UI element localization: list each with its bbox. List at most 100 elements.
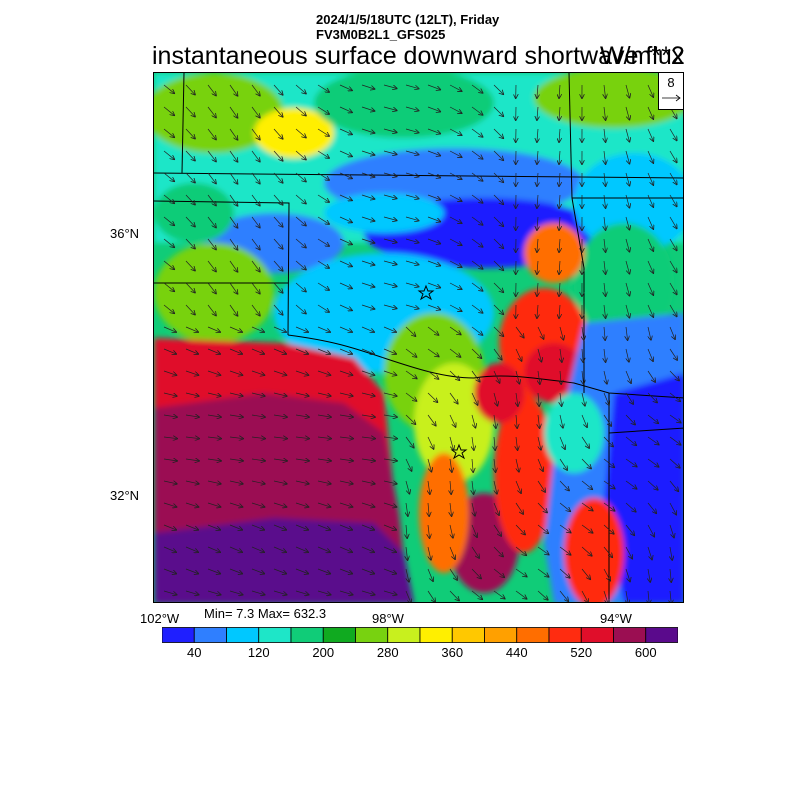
wind-arrow	[273, 415, 287, 417]
wind-arrow	[648, 590, 649, 602]
colorbar-tick-label: 520	[570, 645, 593, 660]
wind-arrow	[472, 480, 474, 494]
wind-arrow	[581, 590, 588, 602]
wind-arrow	[251, 481, 265, 484]
wind-arrow	[295, 172, 306, 182]
wind-arrow	[647, 282, 653, 295]
wind-arrow	[207, 546, 220, 552]
wind-arrow	[559, 326, 563, 340]
wind-arrow	[537, 326, 544, 339]
wind-vectors	[163, 84, 681, 602]
wind-arrow	[428, 480, 430, 494]
wind-arrow	[625, 106, 629, 120]
wind-arrow	[537, 172, 538, 186]
wind-arrow	[229, 415, 243, 417]
wind-arrow	[449, 348, 460, 357]
wind-arrow	[251, 172, 260, 183]
wind-arrow	[185, 106, 195, 116]
wind-arrow	[361, 392, 375, 396]
colorbar-swatch	[322, 627, 356, 643]
wind-arrow	[295, 282, 306, 292]
colorbar-swatch	[451, 627, 485, 643]
wind-arrow	[625, 128, 629, 142]
wind-arrow	[251, 84, 260, 95]
wind-arrow	[669, 304, 677, 316]
wind-arrow	[339, 370, 352, 375]
wind-arrow	[603, 590, 608, 602]
wind-arrow	[449, 150, 461, 157]
wind-arrow	[449, 84, 461, 91]
wind-arrow	[163, 481, 177, 484]
wind-arrow	[647, 128, 653, 141]
wind-arrow	[163, 326, 176, 332]
wind-arrow	[273, 437, 287, 439]
wind-arrow	[207, 260, 216, 271]
wind-arrow	[647, 436, 659, 444]
header-datetime: 2024/1/5/18UTC (12LT), Friday	[316, 12, 500, 27]
wind-arrow	[405, 348, 416, 357]
wind-arrow	[251, 437, 265, 439]
wind-arrow	[405, 590, 411, 602]
wind-arrow	[207, 304, 216, 315]
wind-arrow	[163, 282, 174, 291]
wind-arrow	[405, 480, 409, 494]
wind-arrow	[449, 194, 461, 201]
wind-arrow	[295, 459, 309, 461]
wind-arrow	[339, 459, 353, 461]
header-model-name: FV3M0B2L1_GFS025	[316, 27, 446, 42]
wind-arrow	[581, 568, 590, 579]
wind-arrow	[207, 84, 216, 95]
wind-arrow	[427, 304, 440, 310]
wind-arrow	[516, 414, 517, 428]
wind-arrow	[405, 106, 418, 111]
wind-arrow	[559, 568, 570, 578]
wind-arrow	[229, 282, 237, 294]
wind-arrow	[625, 568, 630, 581]
colorbar-swatch	[548, 627, 582, 643]
wind-arrow	[625, 172, 629, 186]
wind-arrow	[317, 194, 329, 202]
wind-arrow	[295, 524, 308, 530]
wind-arrow	[207, 415, 221, 417]
wind-arrow	[383, 415, 397, 417]
wind-arrow	[493, 216, 503, 226]
wind-arrow	[229, 392, 243, 396]
wind-arrow	[560, 414, 563, 428]
wind-arrow	[207, 194, 216, 205]
wind-arrow	[317, 238, 329, 246]
wind-arrow	[229, 194, 237, 206]
wind-arrow	[185, 502, 198, 507]
wind-arrow	[669, 150, 677, 162]
wind-arrow	[625, 260, 629, 274]
wind-arrow	[427, 568, 433, 581]
vector-reference-value: 8	[667, 75, 675, 90]
wind-arrow	[515, 502, 523, 514]
wind-arrow	[361, 194, 374, 199]
wind-arrow	[339, 415, 353, 417]
wind-arrow	[339, 84, 352, 90]
wind-arrow	[471, 524, 477, 537]
wind-arrow	[361, 326, 374, 332]
wind-arrow	[185, 194, 195, 204]
wind-arrow	[163, 106, 174, 115]
wind-arrow	[669, 238, 677, 250]
wind-arrow	[471, 326, 482, 335]
wind-arrow	[515, 348, 522, 361]
wind-arrow	[185, 216, 195, 226]
wind-arrow	[559, 194, 560, 208]
wind-arrow	[317, 392, 331, 396]
colorbar-swatch	[613, 627, 647, 643]
wind-arrow	[515, 480, 521, 493]
wind-arrow	[229, 437, 243, 439]
wind-arrow	[604, 370, 607, 384]
wind-arrow	[670, 590, 671, 602]
wind-arrow	[317, 106, 329, 114]
wind-arrow	[383, 304, 397, 308]
wind-arrow	[516, 458, 519, 472]
colorbar-swatch	[290, 627, 324, 643]
wind-arrow	[273, 172, 283, 183]
wind-arrow	[163, 194, 174, 203]
wind-arrow	[185, 348, 198, 354]
wind-arrow	[427, 194, 440, 200]
wind-arrow	[383, 437, 397, 439]
